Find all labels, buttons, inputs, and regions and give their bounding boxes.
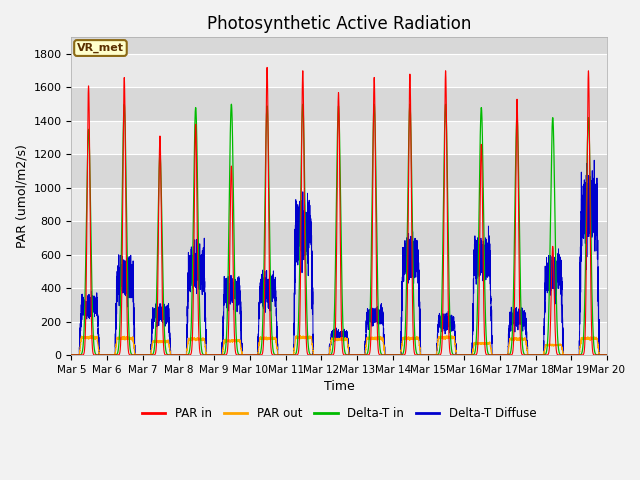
Y-axis label: PAR (umol/m2/s): PAR (umol/m2/s) [15,144,28,248]
X-axis label: Time: Time [324,380,355,393]
Bar [72,188,607,221]
Bar [72,121,607,155]
Text: VR_met: VR_met [77,43,124,53]
Title: Photosynthetic Active Radiation: Photosynthetic Active Radiation [207,15,472,33]
Bar [72,322,607,355]
Bar [72,255,607,288]
Legend: PAR in, PAR out, Delta-T in, Delta-T Diffuse: PAR in, PAR out, Delta-T in, Delta-T Dif… [137,402,541,425]
Bar [72,54,607,87]
